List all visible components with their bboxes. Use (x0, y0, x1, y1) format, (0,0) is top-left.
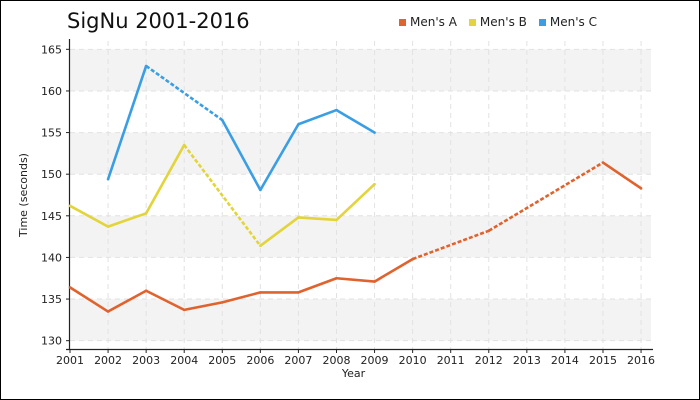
grid-band (70, 49, 651, 91)
series-segment-men-s-a (488, 161, 604, 232)
legend-item-men-s-a: Men's A (399, 15, 457, 29)
data-point-men-s-c (220, 118, 224, 122)
x-tick-label: 2007 (284, 354, 312, 367)
legend-label: Men's A (410, 15, 457, 29)
series-segment-men-s-b (145, 144, 186, 214)
legend-swatch (399, 18, 406, 26)
series-segment-men-s-c (297, 108, 337, 126)
data-point-men-s-b (182, 143, 186, 147)
chart-title: SigNu 2001-2016 (67, 9, 250, 33)
data-point-men-s-a (601, 161, 605, 164)
x-tick-label: 2016 (627, 354, 655, 367)
data-point-men-s-a (487, 229, 491, 233)
legend-swatch (468, 18, 476, 26)
series-segment-men-s-a (69, 286, 109, 313)
x-tick-label: 2008 (322, 354, 350, 367)
x-tick-label: 2012 (475, 354, 503, 367)
data-point-men-s-c (373, 131, 376, 134)
y-tick-label: 150 (41, 168, 62, 181)
data-point-men-s-c (335, 108, 338, 112)
data-point-men-s-a (639, 187, 643, 190)
series-segment-men-s-a (221, 291, 261, 304)
series-segment-men-s-a (412, 229, 490, 261)
y-tick-label: 135 (41, 293, 62, 306)
series-segment-men-s-a (107, 289, 147, 313)
data-point-men-s-b (335, 218, 338, 222)
legend-label: Men's B (479, 15, 527, 29)
x-tick-label: 2011 (437, 354, 465, 367)
data-point-men-s-c (259, 188, 262, 192)
x-tick-label: 2003 (132, 354, 160, 367)
x-tick-label: 2006 (246, 354, 274, 367)
y-tick-label: 165 (41, 43, 62, 56)
data-point-men-s-b (68, 204, 72, 208)
legend-item-men-s-c: Men's C (538, 15, 597, 29)
y-tick-label: 140 (41, 251, 62, 264)
data-point-men-s-a (182, 308, 186, 312)
series-segment-men-s-c (335, 108, 376, 134)
series-segment-men-s-a (145, 289, 185, 312)
series-segment-men-s-c (221, 119, 262, 191)
series-segment-men-s-b (107, 212, 147, 228)
y-tick-label: 160 (41, 85, 62, 98)
grid-band (70, 215, 651, 258)
legend-swatch (538, 18, 546, 26)
series-segment-men-s-c (145, 64, 224, 122)
data-point-men-s-a (297, 291, 300, 294)
y-tick-label: 155 (41, 127, 62, 140)
series-segment-men-s-a (602, 161, 642, 190)
series-segment-men-s-a (336, 276, 375, 283)
data-point-men-s-b (106, 225, 110, 228)
data-point-men-s-a (373, 280, 376, 283)
data-point-men-s-b (373, 182, 376, 186)
x-axis-label: Year (341, 367, 366, 380)
grid-band (70, 132, 651, 175)
series-segment-men-s-b (298, 216, 337, 222)
data-point-men-s-a (411, 257, 414, 261)
y-axis-label: Time (seconds) (17, 153, 30, 238)
legend-label: Men's C (549, 15, 597, 29)
x-tick-label: 2013 (513, 354, 541, 367)
y-tick-label: 145 (41, 210, 62, 223)
x-tick-label: 2001 (56, 354, 84, 367)
x-tick-label: 2009 (361, 354, 389, 367)
legend: Men's A Men's B Men's C (399, 15, 597, 29)
x-tick-label: 2014 (551, 354, 579, 367)
x-tick-label: 2004 (170, 354, 198, 367)
series-segment-men-s-c (106, 65, 148, 180)
series-segment-men-s-b (335, 183, 376, 221)
data-point-men-s-b (297, 216, 300, 219)
data-point-men-s-c (297, 122, 300, 126)
series-segment-men-s-a (183, 301, 223, 312)
data-point-men-s-a (144, 289, 148, 293)
data-point-men-s-a (259, 291, 262, 294)
series-segment-men-s-b (259, 216, 300, 247)
data-point-men-s-c (106, 177, 110, 181)
x-tick-label: 2005 (208, 354, 236, 367)
x-tick-label: 2015 (589, 354, 617, 367)
data-point-men-s-b (144, 212, 148, 215)
data-point-men-s-a (68, 286, 72, 289)
series-segment-men-s-c (259, 123, 300, 191)
series-segment-men-s-b (69, 204, 109, 228)
data-point-men-s-a (220, 301, 224, 304)
series-segment-men-s-a (297, 277, 337, 294)
data-point-men-s-c (144, 64, 148, 68)
y-tick-label: 130 (41, 335, 62, 348)
series-segment-men-s-b (183, 144, 262, 247)
data-point-men-s-a (106, 310, 110, 313)
legend-item-men-s-b: Men's B (468, 15, 527, 29)
series-segment-men-s-a (373, 257, 414, 283)
x-tick-label: 2010 (399, 354, 427, 367)
x-tick-label: 2002 (94, 354, 122, 367)
grid-band (70, 299, 651, 341)
data-point-men-s-a (335, 276, 338, 280)
data-point-men-s-b (259, 244, 262, 248)
